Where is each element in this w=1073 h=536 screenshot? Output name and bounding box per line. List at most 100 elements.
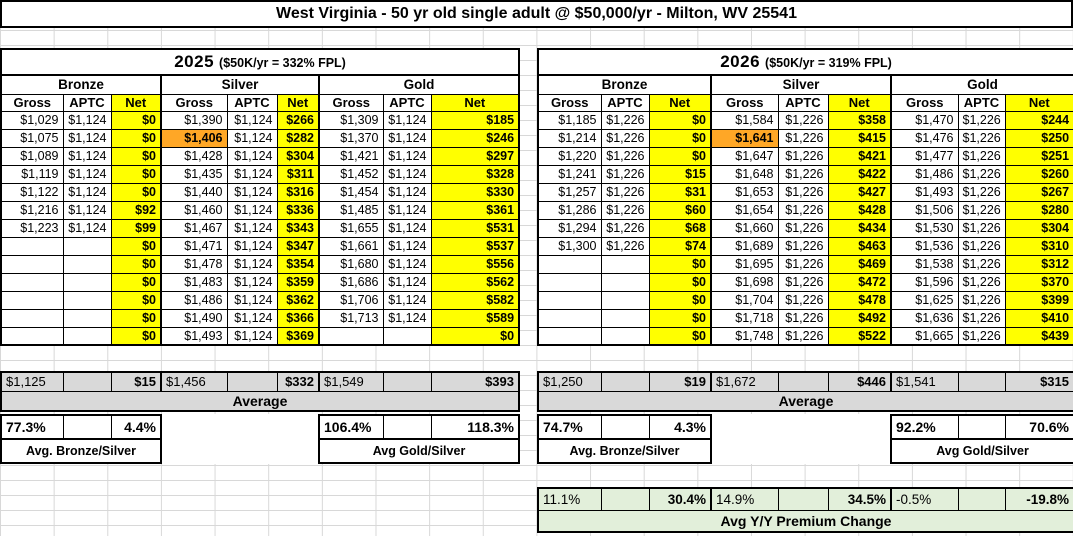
net-cell[interactable]: $92 [110,200,162,220]
avg-aptc-cell[interactable] [226,371,278,392]
aptc-cell[interactable]: $1,124 [226,146,278,166]
aptc-cell[interactable]: $1,226 [600,236,650,256]
avg-net-cell[interactable]: $332 [276,371,320,392]
aptc-cell[interactable]: $1,226 [957,326,1006,346]
aptc-cell[interactable]: $1,124 [62,164,112,184]
yoy-aptc-cell[interactable] [600,487,650,511]
gross-cell[interactable]: $1,467 [160,218,228,238]
net-cell[interactable]: $439 [1004,326,1073,346]
gross-cell[interactable]: $1,713 [318,308,384,328]
net-cell[interactable]: $556 [430,254,520,274]
gross-cell[interactable]: $1,653 [710,182,779,202]
column-header-gross[interactable]: Gross [0,93,64,112]
aptc-cell[interactable] [62,272,112,292]
gross-cell[interactable]: $1,220 [537,146,602,166]
gross-cell[interactable] [0,326,64,346]
net-cell[interactable]: $246 [430,128,520,148]
gross-cell[interactable]: $1,689 [710,236,779,256]
aptc-cell[interactable]: $1,124 [62,218,112,238]
avg-gross-cell[interactable]: $1,125 [0,371,64,392]
gross-cell[interactable]: $1,470 [890,110,959,130]
aptc-cell[interactable]: $1,124 [226,236,278,256]
gross-cell[interactable]: $1,661 [318,236,384,256]
net-cell[interactable]: $0 [648,326,712,346]
aptc-cell[interactable]: $1,124 [226,308,278,328]
tier-header-silver[interactable]: Silver [710,74,892,95]
gross-cell[interactable]: $1,493 [160,326,228,346]
net-cell[interactable]: $297 [430,146,520,166]
net-cell[interactable]: $267 [1004,182,1073,202]
aptc-cell[interactable]: $1,226 [957,254,1006,274]
gross-cell[interactable]: $1,185 [537,110,602,130]
aptc-cell[interactable]: $1,124 [62,182,112,202]
aptc-cell[interactable]: $1,124 [226,110,278,130]
avg-gross-cell[interactable]: $1,250 [537,371,602,392]
gross-cell[interactable]: $1,748 [710,326,779,346]
gross-cell[interactable]: $1,486 [160,290,228,310]
gross-cell[interactable]: $1,122 [0,182,64,202]
aptc-cell[interactable]: $1,124 [226,272,278,292]
aptc-cell[interactable] [600,326,650,346]
net-cell[interactable]: $312 [1004,254,1073,274]
gross-cell[interactable]: $1,460 [160,200,228,220]
column-header-aptc[interactable]: APTC [777,93,829,112]
avg-gross-cell[interactable]: $1,456 [160,371,228,392]
aptc-cell[interactable]: $1,124 [382,272,432,292]
net-cell[interactable]: $185 [430,110,520,130]
aptc-cell[interactable]: $1,124 [226,218,278,238]
gross-cell[interactable]: $1,625 [890,290,959,310]
aptc-cell[interactable]: $1,124 [382,236,432,256]
aptc-cell[interactable]: $1,226 [777,308,829,328]
net-cell[interactable]: $316 [276,182,320,202]
gross-cell[interactable]: $1,485 [318,200,384,220]
column-header-aptc[interactable]: APTC [600,93,650,112]
aptc-cell[interactable]: $1,124 [62,146,112,166]
ratio-cell[interactable]: 70.6% [1004,414,1073,440]
net-cell[interactable]: $311 [276,164,320,184]
gross-cell[interactable] [537,272,602,292]
net-cell[interactable]: $74 [648,236,712,256]
net-cell[interactable]: $354 [276,254,320,274]
net-cell[interactable]: $361 [430,200,520,220]
gross-cell[interactable]: $1,536 [890,236,959,256]
gross-cell[interactable]: $1,241 [537,164,602,184]
gross-cell[interactable]: $1,686 [318,272,384,292]
net-cell[interactable]: $537 [430,236,520,256]
aptc-cell[interactable]: $1,226 [777,290,829,310]
yoy-gross-cell[interactable]: 11.1% [537,487,602,511]
aptc-cell[interactable]: $1,226 [600,110,650,130]
aptc-cell[interactable]: $1,124 [62,128,112,148]
gross-cell[interactable]: $1,421 [318,146,384,166]
net-cell[interactable]: $0 [430,326,520,346]
net-cell[interactable]: $589 [430,308,520,328]
gross-cell[interactable]: $1,428 [160,146,228,166]
gross-cell[interactable]: $1,223 [0,218,64,238]
aptc-cell[interactable]: $1,124 [62,200,112,220]
avg-aptc-cell[interactable] [957,371,1006,392]
gross-cell[interactable]: $1,493 [890,182,959,202]
gross-cell[interactable] [537,326,602,346]
gross-cell[interactable]: $1,075 [0,128,64,148]
gross-cell[interactable]: $1,309 [318,110,384,130]
gross-cell[interactable]: $1,584 [710,110,779,130]
tier-header-gold[interactable]: Gold [889,74,1073,95]
net-cell[interactable]: $251 [1004,146,1073,166]
aptc-cell[interactable]: $1,124 [382,218,432,238]
gross-cell[interactable]: $1,483 [160,272,228,292]
column-header-gross[interactable]: Gross [318,93,384,112]
gross-cell[interactable]: $1,454 [318,182,384,202]
net-cell[interactable]: $0 [648,146,712,166]
column-header-aptc[interactable]: APTC [957,93,1006,112]
gross-cell[interactable]: $1,257 [537,182,602,202]
ratio-cell[interactable]: 92.2% [890,414,959,440]
gross-cell[interactable] [0,308,64,328]
column-header-net[interactable]: Net [110,93,162,112]
column-header-gross[interactable]: Gross [537,93,602,112]
aptc-cell[interactable]: $1,226 [777,182,829,202]
yoy-gross-cell[interactable]: 14.9% [710,487,779,511]
column-header-gross[interactable]: Gross [160,93,228,112]
gross-cell[interactable]: $1,665 [890,326,959,346]
aptc-cell[interactable]: $1,226 [777,254,829,274]
column-header-aptc[interactable]: APTC [226,93,278,112]
net-cell[interactable]: $582 [430,290,520,310]
